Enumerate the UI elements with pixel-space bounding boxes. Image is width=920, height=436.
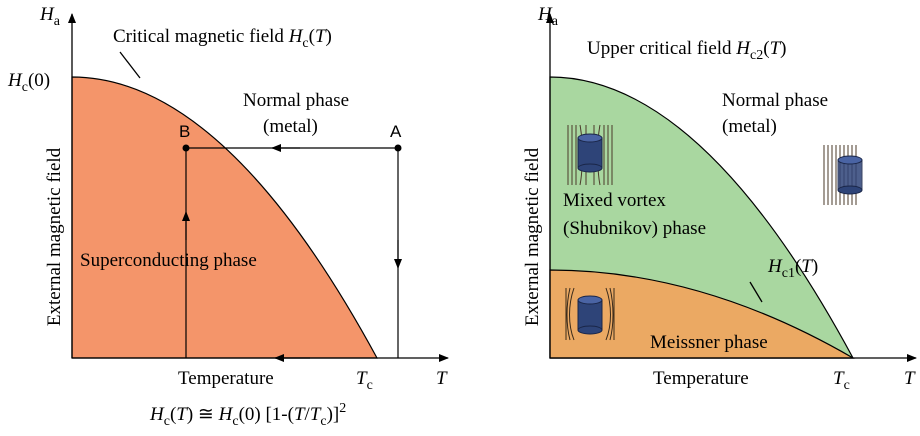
text-part: c1 — [782, 266, 795, 281]
mixed-label: Mixed vortex — [563, 190, 666, 211]
critical-label: Critical magnetic field Hc(T) — [113, 26, 332, 51]
text-part: H — [537, 4, 553, 25]
text-part: ) ≅ — [187, 404, 219, 425]
superconducting-label: Superconducting phase — [80, 250, 257, 271]
text-part: ) — [326, 26, 332, 47]
text-part: H — [218, 404, 234, 425]
superconducting-region — [72, 77, 377, 358]
y-axis-label: External magnetic field — [522, 147, 543, 326]
text-part: H — [39, 4, 55, 25]
text-part: (0) — [28, 70, 50, 91]
mixed-label-2: (Shubnikov) phase — [563, 218, 706, 239]
tc-label: Tc — [833, 368, 850, 393]
x-symbol: T — [904, 368, 916, 389]
text-part: )] — [327, 404, 340, 425]
normal-phase: Normal phase — [722, 90, 828, 111]
point-a: A — [390, 122, 402, 141]
text-part: ) — [780, 38, 786, 59]
text-part: H — [149, 404, 165, 425]
text-part: a — [54, 14, 61, 29]
formula: Hc(T) ≅ Hc(0) [1-(T/Tc)]2 — [149, 401, 346, 429]
text-part: H — [288, 26, 304, 47]
normal-icon — [824, 145, 862, 205]
text-part: H — [7, 70, 23, 91]
upper-label: Upper critical field Hc2(T) — [587, 38, 786, 63]
normal-metal: (metal) — [722, 116, 777, 137]
point-b-dot — [183, 145, 190, 152]
normal-metal: (metal) — [263, 116, 318, 137]
page: {"left": { "y_symbol": ["H", "a"], "crit… — [0, 0, 920, 436]
text-part: (0) [1-( — [239, 404, 294, 425]
text-part: H — [735, 38, 751, 59]
text-part: 2 — [339, 401, 346, 416]
text-part: c — [844, 378, 850, 393]
point-b: B — [179, 122, 190, 141]
right-panel: Ha Upper critical field Hc2(T) Normal ph… — [522, 4, 916, 393]
y-axis-label: External magnetic field — [44, 147, 65, 326]
x-symbol: T — [436, 368, 448, 389]
normal-phase: Normal phase — [243, 90, 349, 111]
tc-label: Tc — [356, 368, 373, 393]
meissner-label: Meissner phase — [650, 332, 768, 353]
y-symbol: Ha — [537, 4, 559, 29]
text-part: c — [367, 378, 373, 393]
text-part: H — [767, 256, 783, 277]
text-part: ) — [812, 256, 818, 277]
point-a-dot — [395, 145, 402, 152]
x-axis-label: Temperature — [653, 368, 749, 389]
text-part: c2 — [750, 48, 763, 63]
text-part: Upper critical field — [587, 38, 736, 59]
left-panel: Ha Critical magnetic field Hc(T) Hc(0) N… — [7, 4, 448, 429]
leader-line — [120, 52, 140, 78]
text-part: a — [552, 14, 559, 29]
hc0-label: Hc(0) — [7, 70, 50, 95]
y-symbol: Ha — [39, 4, 61, 29]
text-part: Critical magnetic field — [113, 26, 289, 47]
x-axis-label: Temperature — [178, 368, 274, 389]
diagram: Ha Critical magnetic field Hc(T) Hc(0) N… — [0, 0, 920, 436]
